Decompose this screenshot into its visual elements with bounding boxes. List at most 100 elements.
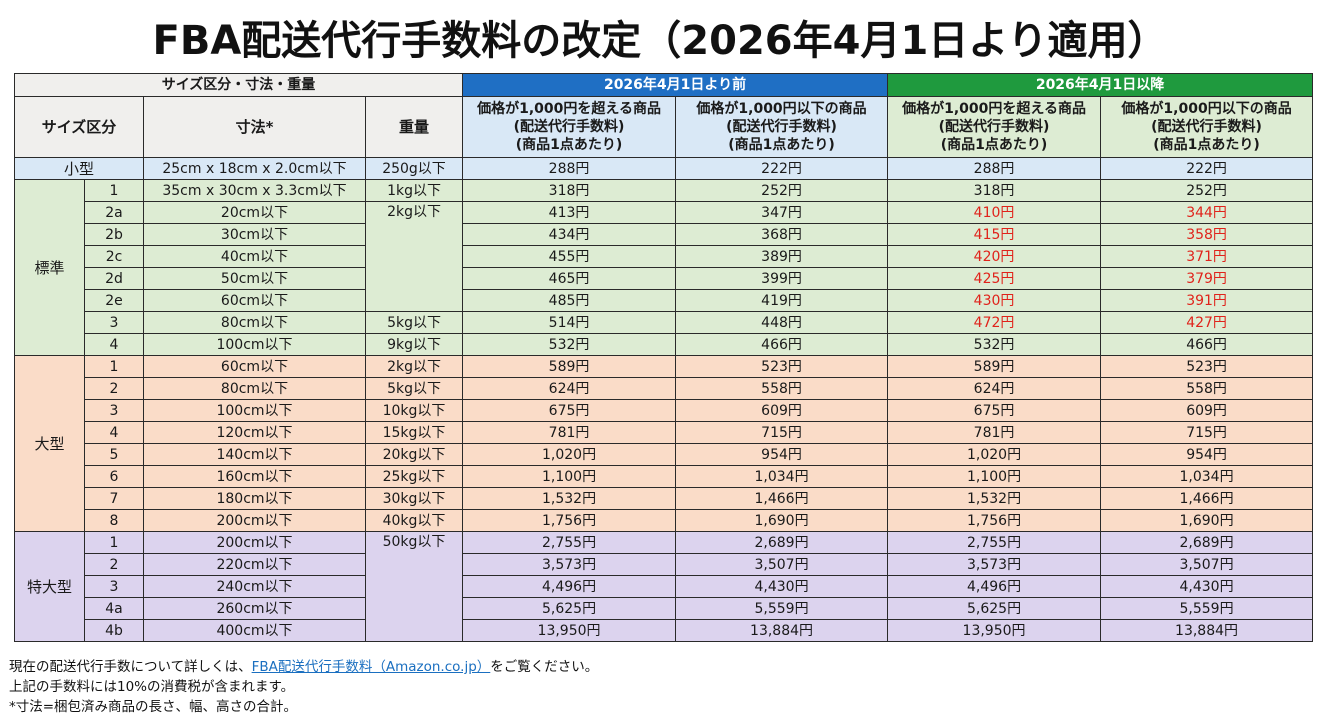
fee-before-over: 532円: [462, 333, 677, 356]
fee-before-over: 4,496円: [462, 575, 677, 598]
dimension-cell: 40cm以下: [143, 245, 366, 268]
tier-cell: 4a: [84, 597, 144, 620]
fee-before-under: 558円: [675, 377, 889, 400]
tier-cell: 4: [84, 421, 144, 444]
fee-before-under: 1,690円: [675, 509, 889, 532]
fee-after-over: 624円: [887, 377, 1102, 400]
table-row: 2 220cm以下 3,573円 3,507円 3,573円 3,507円: [15, 553, 1314, 576]
weight-cell: 2kg以下: [364, 201, 464, 312]
fee-before-over: 318円: [462, 179, 677, 202]
tier-cell: 8: [84, 509, 144, 532]
fee-after-under: 13,884円: [1100, 619, 1314, 642]
fee-before-over: 624円: [462, 377, 677, 400]
fee-after-under: 1,466円: [1100, 487, 1314, 510]
fee-after-under: 1,690円: [1100, 509, 1314, 532]
fee-before-under: 2,689円: [675, 531, 889, 554]
dimension-cell: 60cm以下: [143, 355, 366, 378]
fee-after-under-changed: 371円: [1100, 245, 1314, 268]
fee-after-over-changed: 410円: [887, 201, 1102, 224]
header-dimensions: 寸法*: [143, 96, 366, 158]
header-size-group: サイズ区分・寸法・重量: [13, 73, 464, 97]
fee-after-over-changed: 415円: [887, 223, 1102, 246]
fee-before-over: 13,950円: [462, 619, 677, 642]
fba-fee-link[interactable]: FBA配送代行手数料（Amazon.co.jp）: [251, 659, 491, 675]
page-title: FBA配送代行手数料の改定（2026年4月1日より適用）: [152, 18, 1168, 64]
fee-before-over: 675円: [462, 399, 677, 422]
header-before-date: 2026年4月1日より前: [462, 73, 889, 97]
fee-after-over-changed: 425円: [887, 267, 1102, 290]
table-row: 2a 20cm以下 2kg以下 413円 347円 410円 344円: [15, 201, 1314, 312]
header-after-over-1000: 価格が1,000円を超える商品 (配送代行手数料) (商品1点あたり): [887, 96, 1102, 158]
fee-before-under: 5,559円: [675, 597, 889, 620]
dimension-cell: 50cm以下: [143, 267, 366, 290]
header-after-date: 2026年4月1日以降: [887, 73, 1314, 97]
note-dimension-definition: *寸法=梱包済み商品の長さ、幅、高さの合計。: [9, 699, 298, 715]
table-row: 小型 25cm x 18cm x 2.0cm以下 250g以下 288円 222…: [14, 157, 1314, 180]
fee-after-under: 3,507円: [1100, 553, 1314, 576]
fee-before-under: 3,507円: [675, 553, 889, 576]
fee-after-under: 466円: [1100, 333, 1314, 356]
tier-cell: 1: [84, 179, 144, 202]
weight-cell: 30kg以下: [364, 487, 464, 510]
table-row: 5 140cm以下 20kg以下 1,020円 954円 1,020円 954円: [15, 443, 1314, 466]
fee-before-over: 1,756円: [462, 509, 677, 532]
dimension-cell: 140cm以下: [143, 443, 366, 466]
weight-cell: 20kg以下: [364, 443, 464, 466]
fee-before-under: 1,034円: [675, 465, 889, 488]
fee-after-under-changed: 358円: [1100, 223, 1314, 246]
fee-before-under: 609円: [675, 399, 889, 422]
category-extra-large: 特大型: [14, 531, 85, 642]
fee-before-over: 589円: [462, 355, 677, 378]
dimension-cell: 260cm以下: [143, 597, 366, 620]
fee-after-over-changed: 472円: [887, 311, 1102, 334]
fee-after-under: 715円: [1100, 421, 1314, 444]
fee-after-under: 222円: [1100, 157, 1314, 180]
dimension-cell: 200cm以下: [143, 531, 366, 554]
tier-cell: 2b: [84, 223, 144, 246]
tier-cell: 3: [84, 311, 144, 334]
fee-after-over: 5,625円: [887, 597, 1102, 620]
tier-cell: 3: [84, 399, 144, 422]
tier-cell: 6: [84, 465, 144, 488]
dimension-cell: 120cm以下: [143, 421, 366, 444]
category-large: 大型: [14, 355, 85, 532]
fee-after-over: 1,100円: [887, 465, 1102, 488]
tier-cell: 1: [84, 531, 144, 554]
table-row: 2b 30cm以下 434円 368円 415円 358円: [15, 223, 1314, 246]
fee-before-over: 5,625円: [462, 597, 677, 620]
tier-cell: 5: [84, 443, 144, 466]
table-row: 2e 60cm以下 485円 419円 430円 391円: [15, 289, 1314, 312]
fee-before-under: 954円: [675, 443, 889, 466]
fee-after-under-changed: 379円: [1100, 267, 1314, 290]
dimension-cell: 80cm以下: [143, 377, 366, 400]
dimension-cell: 35cm x 30cm x 3.3cm以下: [143, 179, 366, 202]
category-standard: 標準: [14, 179, 85, 356]
table-row: 2d 50cm以下 465円 399円 425円 379円: [15, 267, 1314, 290]
note-tax: 上記の手数料には10%の消費税が含まれます。: [9, 679, 295, 695]
dimension-cell: 240cm以下: [143, 575, 366, 598]
table-row: 6 160cm以下 25kg以下 1,100円 1,034円 1,100円 1,…: [15, 465, 1314, 488]
fee-before-over: 514円: [462, 311, 677, 334]
table-row: 4a 260cm以下 5,625円 5,559円 5,625円 5,559円: [15, 597, 1314, 620]
fee-before-over: 1,100円: [462, 465, 677, 488]
table-row: 3 100cm以下 10kg以下 675円 609円 675円 609円: [15, 399, 1314, 422]
fee-after-over: 318円: [887, 179, 1102, 202]
fee-after-under: 558円: [1100, 377, 1314, 400]
fee-after-over: 13,950円: [887, 619, 1102, 642]
fee-before-under: 252円: [675, 179, 889, 202]
fee-after-over: 589円: [887, 355, 1102, 378]
dimension-cell: 25cm x 18cm x 2.0cm以下: [143, 157, 366, 180]
table-row: 4b 400cm以下 13,950円 13,884円 13,950円 13,88…: [15, 619, 1314, 642]
fee-after-over: 1,020円: [887, 443, 1102, 466]
tier-cell: 3: [84, 575, 144, 598]
weight-cell: 9kg以下: [364, 333, 464, 356]
footnotes: 現在の配送代行手数について詳しくは、FBA配送代行手数料（Amazon.co.j…: [9, 657, 598, 717]
tier-cell: 2c: [84, 245, 144, 268]
fee-before-over: 455円: [462, 245, 677, 268]
tier-cell: 2d: [84, 267, 144, 290]
header-size-category: サイズ区分: [14, 96, 144, 158]
fee-after-over: 3,573円: [887, 553, 1102, 576]
tier-cell: 7: [84, 487, 144, 510]
dimension-cell: 30cm以下: [143, 223, 366, 246]
fee-before-under: 1,466円: [675, 487, 889, 510]
